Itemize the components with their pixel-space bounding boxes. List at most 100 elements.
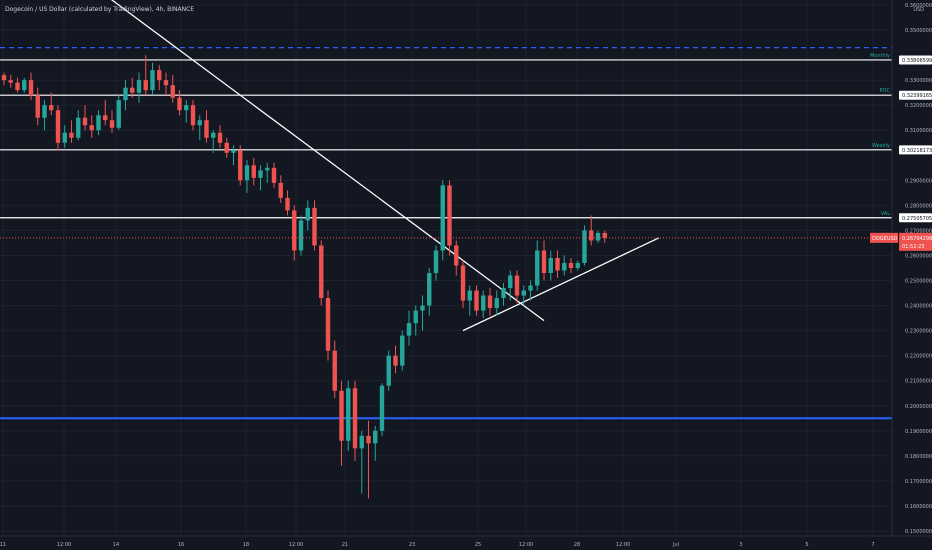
candle xyxy=(420,295,425,331)
candle-body xyxy=(373,430,378,444)
level-name-label: VAL xyxy=(881,211,891,217)
candle-body xyxy=(231,150,236,153)
candle-body xyxy=(481,295,486,311)
candle xyxy=(541,240,547,281)
candle-body xyxy=(332,350,337,391)
candle-body xyxy=(460,265,466,301)
candle xyxy=(346,380,351,451)
candle xyxy=(487,288,493,316)
level-price-tag xyxy=(899,213,932,223)
candle xyxy=(217,125,223,148)
candle xyxy=(366,420,371,499)
level-price-value: 0.33806599 xyxy=(902,58,932,64)
candle xyxy=(393,345,398,374)
candle-body xyxy=(238,150,243,181)
level-name-label: Weekly xyxy=(872,143,890,149)
candle xyxy=(22,77,27,93)
candle xyxy=(224,137,229,158)
level-name-label: Monthly xyxy=(870,53,890,59)
candle xyxy=(447,180,452,256)
candle-body xyxy=(514,275,520,296)
horizontal-levels xyxy=(0,46,892,420)
candle xyxy=(298,215,304,256)
candle xyxy=(535,240,540,291)
candle-body xyxy=(312,207,317,246)
candle-body xyxy=(474,290,479,311)
x-tick-label: Jul xyxy=(672,542,679,548)
candle xyxy=(197,115,202,141)
candle xyxy=(386,350,391,391)
candle-body xyxy=(42,105,47,118)
level-price-value: 0.27505705 xyxy=(902,216,932,222)
candle xyxy=(467,285,472,316)
candle xyxy=(474,285,479,316)
candle-body xyxy=(555,257,560,271)
candle xyxy=(143,55,148,96)
candle-body xyxy=(325,298,331,351)
x-tick-label: 7 xyxy=(871,542,874,548)
candle xyxy=(305,200,310,231)
candle-body xyxy=(265,167,270,171)
candle xyxy=(157,65,162,91)
candle xyxy=(413,305,418,336)
candle-body xyxy=(400,335,405,366)
candle xyxy=(359,430,364,494)
candle xyxy=(528,280,533,301)
candle xyxy=(460,260,466,309)
candle-body xyxy=(28,80,34,96)
candle xyxy=(69,120,74,143)
candle xyxy=(251,157,256,186)
candle xyxy=(589,215,594,246)
candle-body xyxy=(62,132,67,143)
x-tick-label: 23 xyxy=(409,542,415,548)
candle-body xyxy=(8,80,13,83)
candle xyxy=(373,425,378,461)
candle-body xyxy=(292,210,297,251)
candle xyxy=(163,72,169,96)
candle-body xyxy=(433,250,439,274)
trendline[interactable] xyxy=(78,0,545,322)
candle-body xyxy=(123,87,128,101)
candle xyxy=(481,290,486,319)
time-axis[interactable]: 11 12:00 14 16 18 12:00 21 23 25 12:00 28 12:00 Jul 3… xyxy=(0,542,875,548)
candle-body xyxy=(82,117,88,126)
candle-body xyxy=(89,125,94,131)
candle-body xyxy=(454,245,459,266)
candle-body xyxy=(136,80,142,93)
candle-body xyxy=(467,290,472,301)
candle xyxy=(28,72,34,101)
candle xyxy=(238,145,243,186)
candle xyxy=(258,165,263,191)
candle-body xyxy=(15,82,20,91)
candle-body xyxy=(440,185,445,251)
trendline[interactable] xyxy=(462,237,660,332)
symbol-tag-text: DOGEUSD xyxy=(872,236,898,242)
candle-body xyxy=(116,100,121,128)
candle xyxy=(89,115,94,138)
grid-lines xyxy=(0,0,892,536)
candle-body xyxy=(359,435,364,449)
trendlines[interactable] xyxy=(78,0,660,332)
x-tick-label: 14 xyxy=(113,542,119,548)
candle xyxy=(568,257,574,274)
candle xyxy=(406,310,412,346)
x-tick-label: 28 xyxy=(574,542,580,548)
candle-body xyxy=(184,105,189,111)
symbol-tag xyxy=(870,232,898,243)
candle-body xyxy=(413,310,418,324)
candle-body xyxy=(35,95,40,118)
candle xyxy=(136,72,142,103)
candle xyxy=(103,100,108,126)
candle xyxy=(595,230,601,243)
candle xyxy=(292,205,297,261)
candle-body xyxy=(211,132,216,138)
x-tick-label: 21 xyxy=(342,542,348,548)
